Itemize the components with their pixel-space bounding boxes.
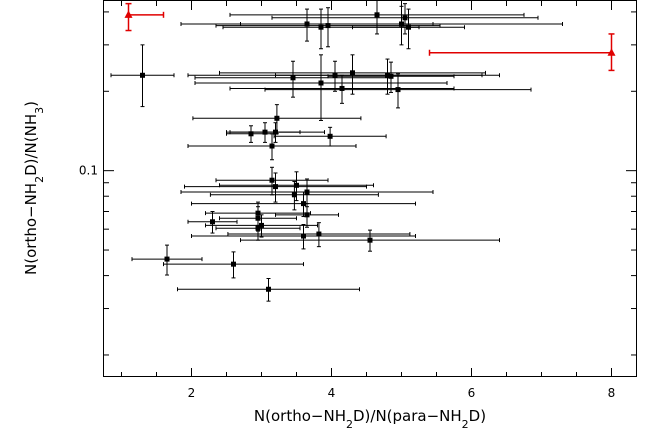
data-point xyxy=(209,180,379,211)
data-point xyxy=(184,172,367,203)
data-point xyxy=(205,214,318,238)
square-marker xyxy=(210,219,215,225)
data-point xyxy=(194,60,392,98)
square-marker xyxy=(406,24,411,30)
square-marker xyxy=(304,21,310,27)
square-marker xyxy=(374,12,380,18)
square-marker xyxy=(402,15,408,21)
red-data-point xyxy=(428,33,616,72)
plot-area xyxy=(110,0,616,302)
square-marker xyxy=(318,24,324,30)
square-marker xyxy=(332,72,338,78)
data-point xyxy=(177,277,360,302)
data-point xyxy=(275,203,339,228)
y-tick-label: 0.1 xyxy=(79,164,98,178)
square-marker xyxy=(290,75,296,81)
square-marker xyxy=(339,85,345,91)
square-marker xyxy=(325,23,331,29)
data-point xyxy=(240,229,500,252)
square-marker xyxy=(291,192,297,198)
triangle-marker xyxy=(607,48,616,56)
square-marker xyxy=(255,225,261,231)
data-point xyxy=(273,126,387,147)
square-marker xyxy=(164,256,170,262)
data-point xyxy=(215,166,329,196)
square-marker xyxy=(301,233,306,239)
data-point xyxy=(110,44,175,108)
red-data-point xyxy=(124,2,165,32)
x-tick-label: 8 xyxy=(608,386,616,400)
square-marker xyxy=(304,189,310,195)
square-marker xyxy=(231,261,236,267)
x-axis-label: N(ortho−NH2D)/N(para−NH2D) xyxy=(254,407,486,431)
square-marker xyxy=(248,131,254,137)
square-marker xyxy=(140,72,145,78)
axes: 2 4 6 8 0.1 xyxy=(79,1,636,400)
square-marker xyxy=(269,143,275,149)
plot-frame xyxy=(103,0,637,377)
square-marker xyxy=(316,231,322,237)
data-point xyxy=(131,244,203,276)
data-point xyxy=(163,251,304,279)
y-axis-label: N(ortho−NH2D)/N(NH3) xyxy=(22,101,46,275)
data-point xyxy=(194,54,448,121)
square-marker xyxy=(266,286,271,292)
data-point xyxy=(191,223,416,250)
data-point xyxy=(226,125,276,143)
data-point xyxy=(192,104,362,135)
data-point xyxy=(227,222,411,248)
data-point xyxy=(180,178,434,208)
data-point xyxy=(271,3,539,35)
square-marker xyxy=(304,212,310,218)
square-marker xyxy=(274,115,280,121)
data-point xyxy=(229,0,525,35)
square-marker xyxy=(395,87,401,93)
square-marker xyxy=(259,222,264,228)
square-marker xyxy=(350,70,355,76)
square-marker xyxy=(273,184,278,190)
data-point xyxy=(352,8,465,50)
data-point xyxy=(219,54,486,95)
square-marker xyxy=(269,177,275,183)
x-tick-label: 4 xyxy=(328,386,336,400)
triangle-marker xyxy=(124,10,133,18)
data-point xyxy=(187,133,357,161)
data-point xyxy=(187,211,238,234)
x-tick-label: 6 xyxy=(468,386,476,400)
x-tick-label: 2 xyxy=(188,386,196,400)
data-point xyxy=(191,191,416,218)
square-marker xyxy=(318,80,324,86)
square-marker xyxy=(327,133,333,139)
square-marker xyxy=(301,201,306,207)
data-point xyxy=(264,73,532,109)
square-marker xyxy=(294,182,299,188)
square-marker xyxy=(367,237,373,243)
data-point xyxy=(215,216,301,241)
